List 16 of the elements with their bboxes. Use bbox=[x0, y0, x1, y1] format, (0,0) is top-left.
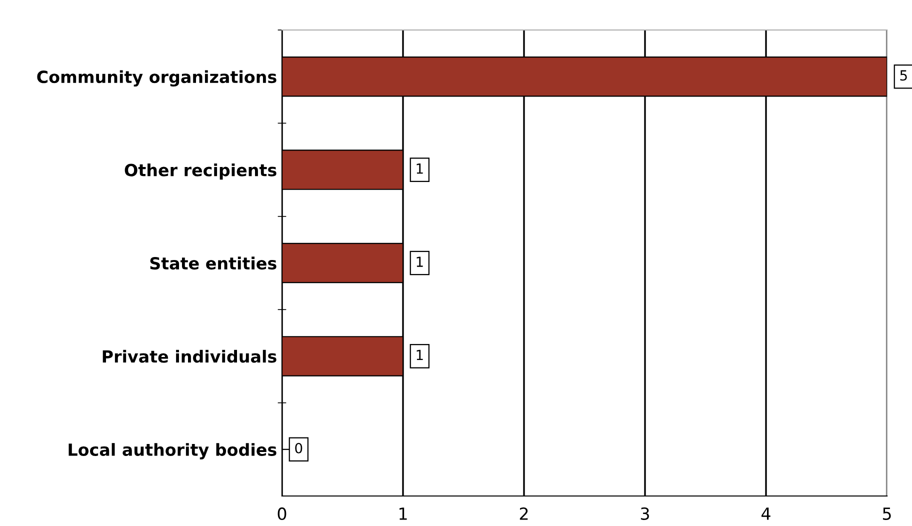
x-tick-label: 1 bbox=[400, 508, 407, 520]
x-tick-label: 0 bbox=[278, 507, 286, 520]
data-label: 5 bbox=[900, 70, 907, 81]
y-tick-label: Other recipients bbox=[124, 163, 276, 180]
x-tick-label: 4 bbox=[762, 508, 770, 520]
x-tick-label: 3 bbox=[640, 507, 649, 520]
y-tick-label: Community organizations bbox=[37, 70, 276, 87]
x-tick-label: 5 bbox=[882, 508, 891, 520]
y-tick-label: Local authority bodies bbox=[68, 443, 276, 460]
data-label: 1 bbox=[416, 164, 423, 174]
data-label: 1 bbox=[416, 350, 423, 360]
x-tick-label: 2 bbox=[520, 507, 528, 520]
data-label: 1 bbox=[416, 256, 423, 267]
y-tick-label: State entities bbox=[150, 256, 276, 270]
data-label: 0 bbox=[295, 442, 302, 454]
y-tick-label: Private individuals bbox=[102, 350, 276, 363]
